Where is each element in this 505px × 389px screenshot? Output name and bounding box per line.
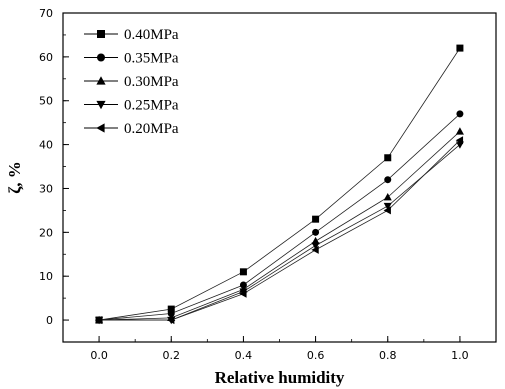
legend-marker (97, 53, 105, 62)
data-point (384, 176, 392, 184)
data-point (383, 193, 392, 201)
series-line (99, 144, 461, 321)
data-point (384, 154, 392, 162)
legend-item: 0.35MPa (84, 51, 179, 67)
data-point (167, 316, 175, 325)
data-point (239, 289, 247, 298)
series-0.35MPa (95, 110, 464, 324)
series-line (99, 139, 461, 321)
legend-marker (96, 76, 106, 85)
data-point (311, 242, 320, 250)
series-layer (94, 44, 464, 325)
x-tick-label: 0.2 (163, 349, 181, 362)
data-point (455, 136, 464, 145)
x-tick-label: 0.0 (90, 349, 108, 362)
plot-area: 0.0 0.2 0.4 0.6 0.8 1.0 0 10 20 30 40 50 60 70 (39, 7, 497, 362)
legend-label: 0.25MPa (124, 98, 179, 114)
data-point (167, 309, 175, 317)
series-line (99, 131, 461, 321)
legend-marker (96, 100, 106, 110)
y-tick-label: 70 (39, 7, 53, 20)
legend-label: 0.30MPa (124, 74, 179, 90)
series-line (99, 47, 461, 321)
legend-marker (96, 123, 105, 133)
data-point (455, 127, 464, 135)
data-point (311, 245, 319, 254)
data-point (383, 206, 391, 215)
legend-item: 0.30MPa (84, 74, 179, 90)
data-point (312, 215, 320, 223)
x-axis-title: Relative humidity (215, 368, 345, 387)
data-point (312, 228, 320, 236)
data-point (456, 110, 464, 118)
legend-label: 0.20MPa (124, 121, 179, 137)
series-0.30MPa (95, 127, 464, 324)
data-point (94, 316, 103, 325)
data-point (167, 305, 175, 313)
legend-item: 0.40MPa (84, 27, 179, 43)
y-tick-label: 0 (46, 314, 53, 327)
legend-label: 0.35MPa (124, 51, 179, 67)
y-tick-label: 40 (39, 139, 53, 152)
legend-item: 0.20MPa (84, 121, 179, 137)
y-axis-title: ζ, % (5, 161, 24, 194)
data-point (456, 44, 464, 52)
series-0.25MPa (95, 141, 464, 325)
legend-item: 0.25MPa (84, 98, 179, 114)
legend: 0.40MPa 0.35MPa 0.30MPa 0.25MPa 0.20MPa (84, 27, 179, 137)
legend-label: 0.40MPa (124, 27, 179, 43)
legend-marker (97, 30, 105, 38)
y-tick-label: 20 (39, 226, 53, 239)
series-0.20MPa (94, 136, 464, 325)
y-tick-label: 30 (39, 182, 53, 195)
y-tick-label: 60 (39, 51, 53, 64)
data-point (239, 268, 247, 276)
data-point (383, 202, 392, 211)
x-tick-label: 0.8 (379, 349, 397, 362)
x-tick-label: 0.4 (235, 349, 253, 362)
series-line (99, 113, 461, 321)
x-tick-label: 0.6 (307, 349, 325, 362)
data-point (239, 281, 247, 289)
y-tick-label: 50 (39, 95, 53, 108)
y-tick-label: 10 (39, 270, 53, 283)
x-tick-label: 1.0 (451, 349, 469, 362)
